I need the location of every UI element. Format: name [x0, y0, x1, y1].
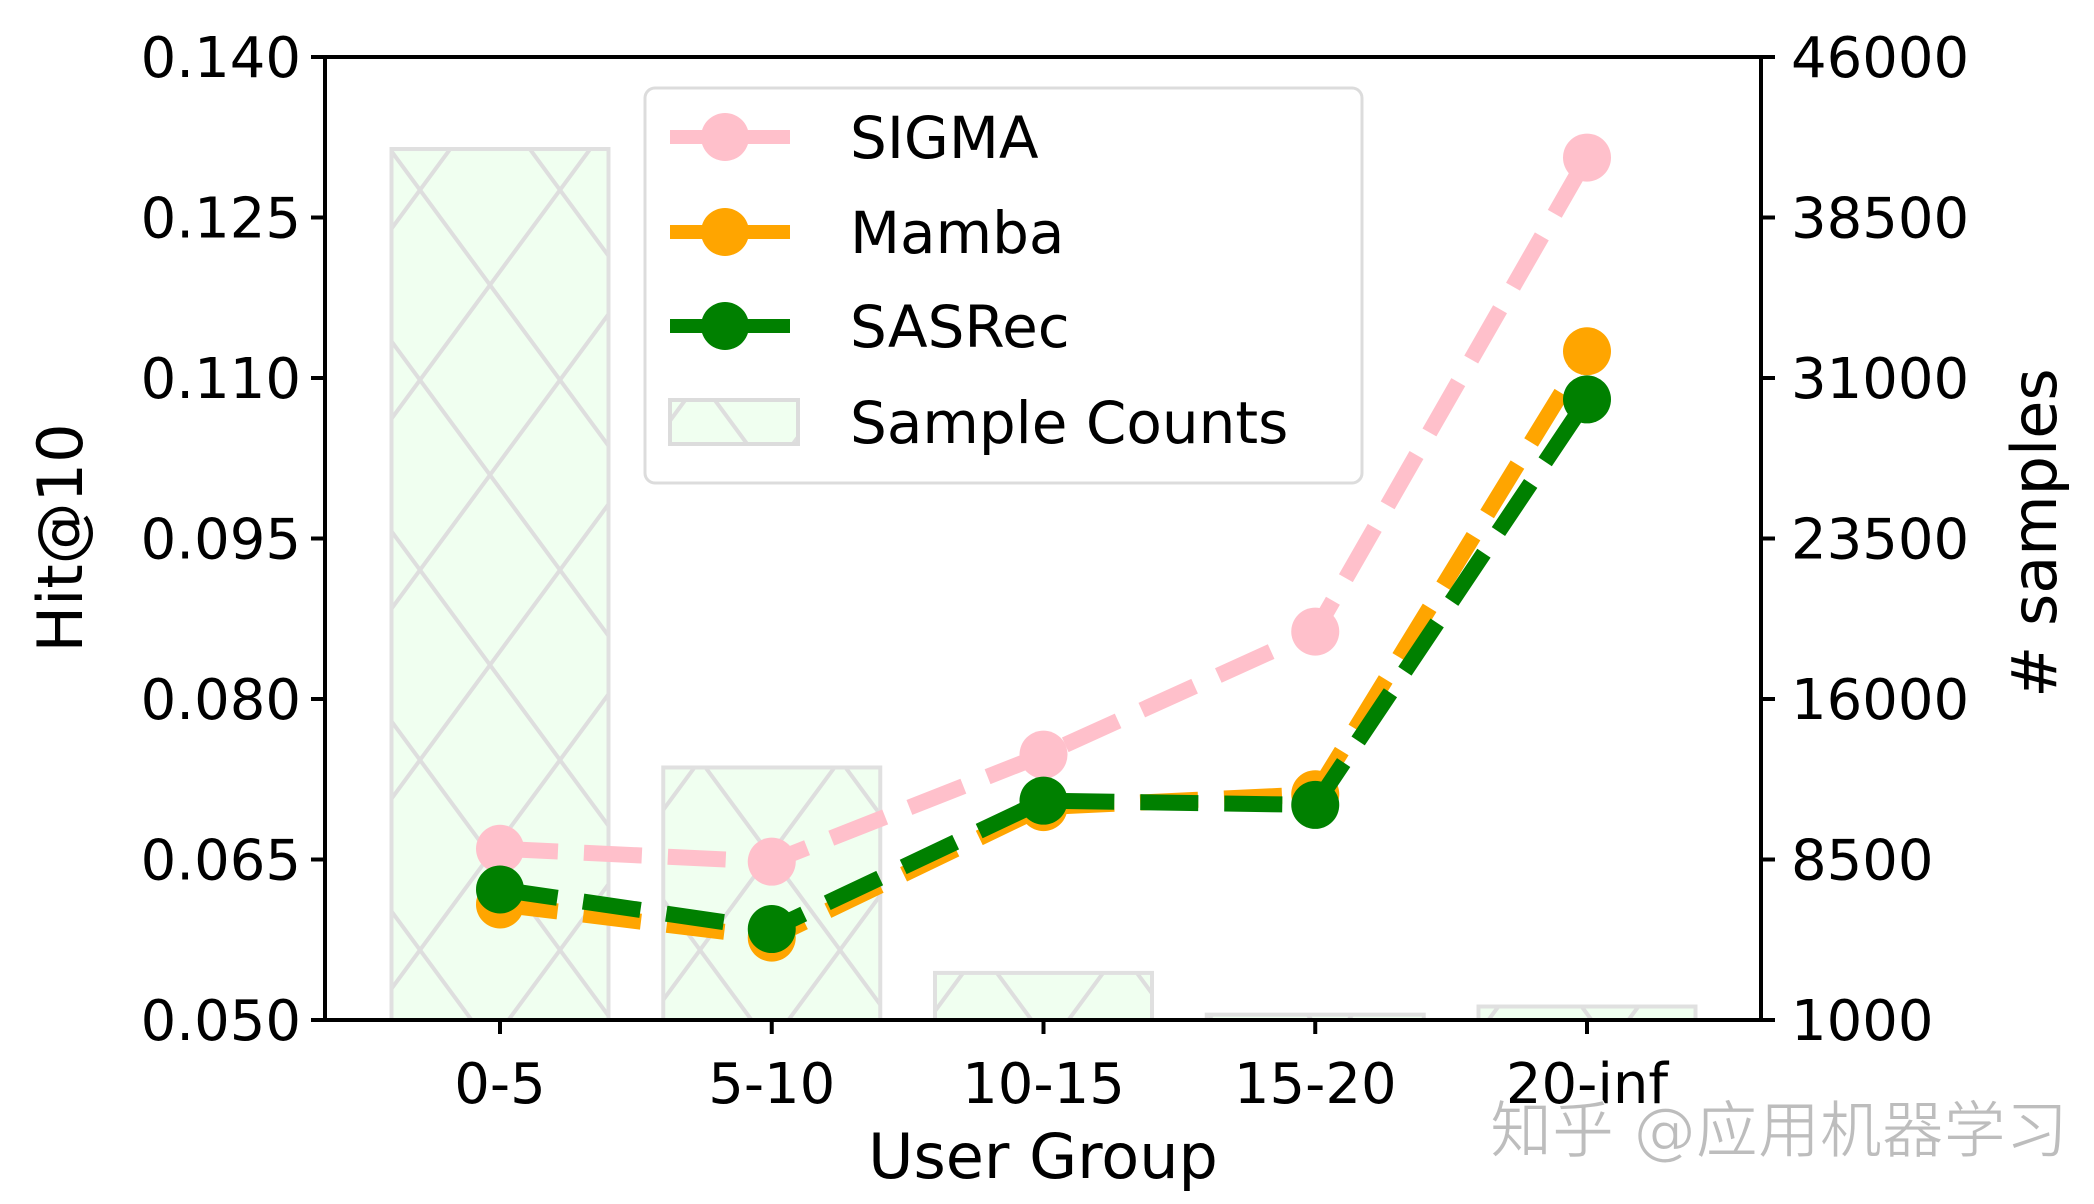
y-tick-label: 0.140	[141, 26, 301, 91]
line-sigma	[499, 153, 1594, 870]
legend-entry-sasrec: SASRec	[670, 293, 1070, 361]
point-sigma-15-20	[1291, 607, 1340, 656]
point-mamba-20-inf	[1563, 327, 1611, 376]
ticks-layer: 0.050 0.065 0.080 0.095 0.110 0.125 0.140 1000 8…	[141, 26, 1969, 1117]
x-tick-label: 5-10	[708, 1052, 835, 1117]
y2-tick-label: 31000	[1791, 347, 1969, 412]
point-sasrec-5-10	[747, 905, 796, 954]
x-tick-label: 15-20	[1234, 1052, 1397, 1117]
x-axis-title: User Group	[868, 1120, 1218, 1193]
y2-tick-label: 23500	[1791, 508, 1969, 573]
point-sasrec-20-inf	[1563, 375, 1611, 424]
line-mamba	[499, 347, 1594, 946]
line-sasrec	[498, 394, 1594, 938]
point-sigma-20-inf	[1563, 133, 1611, 182]
y2-tick-label: 8500	[1791, 829, 1934, 894]
legend-label-mamba: Mamba	[850, 199, 1064, 267]
y-tick-label: 0.095	[141, 508, 301, 573]
y2-tick-label: 16000	[1791, 668, 1969, 733]
legend: SIGMA Mamba SASRec Sample Counts	[643, 86, 1364, 485]
bar-10-15	[933, 970, 1154, 1022]
legend-swatch-sample-counts	[668, 398, 800, 446]
legend-label-sigma: SIGMA	[850, 104, 1039, 172]
point-sigma-0-5	[476, 824, 524, 873]
y-tick-label: 0.110	[141, 347, 301, 412]
y-tick-label: 0.080	[141, 668, 301, 733]
point-sasrec-10-15	[1019, 776, 1068, 825]
legend-marker-mamba	[701, 208, 749, 256]
bar-20-inf	[1476, 1004, 1698, 1023]
x-tick-label: 10-15	[962, 1052, 1125, 1117]
y-tick-label: 0.125	[141, 187, 301, 252]
legend-entry-sample-counts: Sample Counts	[668, 389, 1288, 457]
x-tick-label: 0-5	[454, 1052, 545, 1117]
series-sigma	[476, 133, 1611, 886]
y-axis-title: Hit@10	[24, 423, 97, 652]
y2-tick-label: 1000	[1791, 989, 1934, 1054]
point-sasrec-0-5	[476, 865, 524, 914]
legend-entry-sigma: SIGMA	[670, 104, 1039, 172]
series-sasrec	[476, 375, 1611, 954]
point-sigma-10-15	[1019, 730, 1068, 779]
legend-marker-sasrec	[701, 302, 749, 350]
y2-tick-label: 38500	[1791, 187, 1969, 252]
legend-frame	[643, 86, 1364, 485]
y2-tick-label: 46000	[1791, 26, 1969, 91]
point-sasrec-15-20	[1291, 780, 1340, 829]
bars-layer	[389, 147, 1698, 1023]
legend-label-sample-counts: Sample Counts	[850, 389, 1288, 457]
legend-entry-mamba: Mamba	[670, 199, 1064, 267]
y-tick-label: 0.050	[141, 989, 301, 1054]
y2-axis-title: # samples	[1998, 368, 2071, 697]
legend-marker-sigma	[701, 113, 749, 161]
watermark: 知乎 @应用机器学习	[1490, 1094, 2068, 1167]
legend-label-sasrec: SASRec	[850, 293, 1070, 361]
lines-layer	[476, 133, 1611, 962]
point-sigma-5-10	[747, 837, 796, 886]
y-tick-label: 0.065	[141, 829, 301, 894]
x-tick-label: 20-inf	[1506, 1052, 1670, 1117]
